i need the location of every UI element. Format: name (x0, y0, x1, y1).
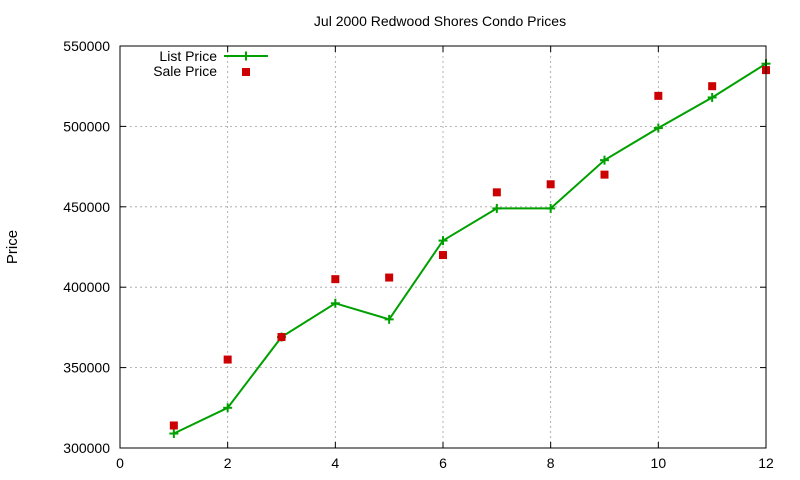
list-price-point (707, 92, 717, 102)
x-tick-label: 6 (439, 455, 447, 471)
legend: List Price Sale Price (153, 48, 268, 79)
x-tick-labels: 0 2 4 6 8 10 12 (116, 455, 774, 471)
series-line-list-price (173, 62, 767, 435)
list-price-point (546, 203, 556, 213)
sale-price-point (169, 421, 178, 430)
sale-price-point (331, 275, 340, 284)
list-price-point (223, 403, 233, 413)
list-price-point (384, 314, 394, 324)
y-tick-label: 350000 (63, 360, 110, 376)
sale-price-point (546, 180, 555, 189)
y-tick-labels: 300000 350000 400000 450000 500000 550000 (63, 38, 110, 456)
y-tick-label: 500000 (63, 118, 110, 134)
series-layer (169, 59, 771, 439)
x-tick-label: 4 (331, 455, 339, 471)
x-tick-label: 10 (651, 455, 667, 471)
list-price-point (492, 203, 502, 213)
y-axis-title: Price (4, 230, 21, 264)
grid-lines (120, 46, 766, 448)
list-price-point (330, 298, 340, 308)
x-tick-label: 2 (224, 455, 232, 471)
y-tick-label: 400000 (63, 279, 110, 295)
sale-price-point (223, 355, 232, 364)
list-price-point (438, 236, 448, 246)
y-tick-label: 300000 (63, 440, 110, 456)
x-tick-label: 12 (758, 455, 774, 471)
list-price-point (169, 429, 179, 439)
legend-marker-sale-price (242, 68, 250, 76)
sale-price-point (708, 82, 717, 91)
sale-price-point (600, 170, 609, 179)
plot-frame (119, 45, 767, 449)
sale-price-point (439, 251, 447, 260)
x-tick-label: 8 (547, 455, 555, 471)
sale-price-point (277, 333, 286, 342)
y-tick-label: 550000 (63, 38, 110, 54)
y-tick-label: 450000 (63, 199, 110, 215)
chart-title: Jul 2000 Redwood Shores Condo Prices (314, 13, 566, 29)
legend-marker-list-price (241, 51, 251, 61)
x-tick-label: 0 (116, 455, 124, 471)
list-price-point (600, 155, 609, 165)
sale-price-point (654, 91, 663, 100)
sale-price-point (385, 273, 394, 282)
legend-label-sale-price: Sale Price (153, 63, 217, 79)
legend-label-list-price: List Price (159, 48, 217, 64)
sale-price-point (492, 188, 501, 197)
list-price-point (653, 123, 663, 133)
